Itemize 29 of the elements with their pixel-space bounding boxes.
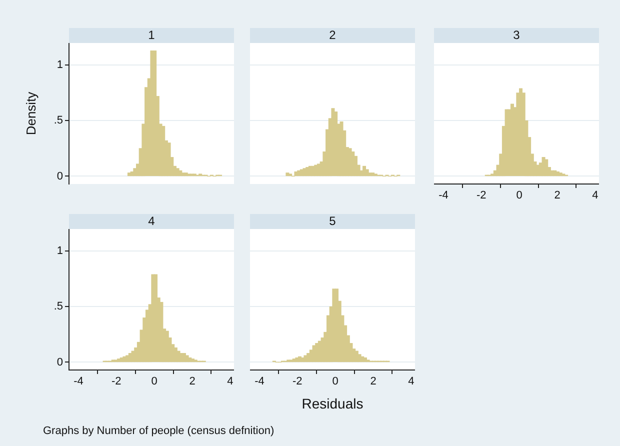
chart-title: 3 <box>434 28 599 43</box>
y-tick-label: .5 <box>54 114 63 127</box>
x-tick-label: 0 <box>516 190 522 202</box>
x-tick-label: 2 <box>189 376 196 388</box>
text: Graphs by Number of people (census defnition) <box>43 425 274 437</box>
y-axis-title: Density <box>23 91 38 136</box>
y-tick-label: 1 <box>56 245 63 258</box>
y-tick-label: 1 <box>56 59 63 72</box>
x-axis-title: Residuals <box>302 395 364 412</box>
x-tick-label: -2 <box>292 376 302 388</box>
chart-title: 2 <box>250 28 415 43</box>
x-tick-label: 4 <box>592 190 598 202</box>
y-tick-label: .5 <box>54 300 63 313</box>
x-tick-label: 2 <box>554 190 560 202</box>
x-tick-label: -2 <box>476 190 486 202</box>
x-tick-label: -4 <box>74 376 84 388</box>
x-tick-label: -4 <box>438 190 448 202</box>
x-tick-label: 0 <box>332 376 338 388</box>
y-tick-label: 0 <box>56 356 63 368</box>
chart-title: 4 <box>69 214 234 229</box>
x-tick-label: 4 <box>408 376 414 388</box>
y-tick-label: 0 <box>56 170 63 182</box>
x-tick-label: -4 <box>254 376 264 388</box>
x-tick-label: 4 <box>227 376 234 388</box>
x-tick-label: 2 <box>370 376 376 388</box>
x-tick-label: 0 <box>151 376 158 388</box>
chart-title: 1 <box>69 28 234 43</box>
chart-title: 5 <box>250 214 415 229</box>
x-tick-label: -2 <box>112 376 122 388</box>
